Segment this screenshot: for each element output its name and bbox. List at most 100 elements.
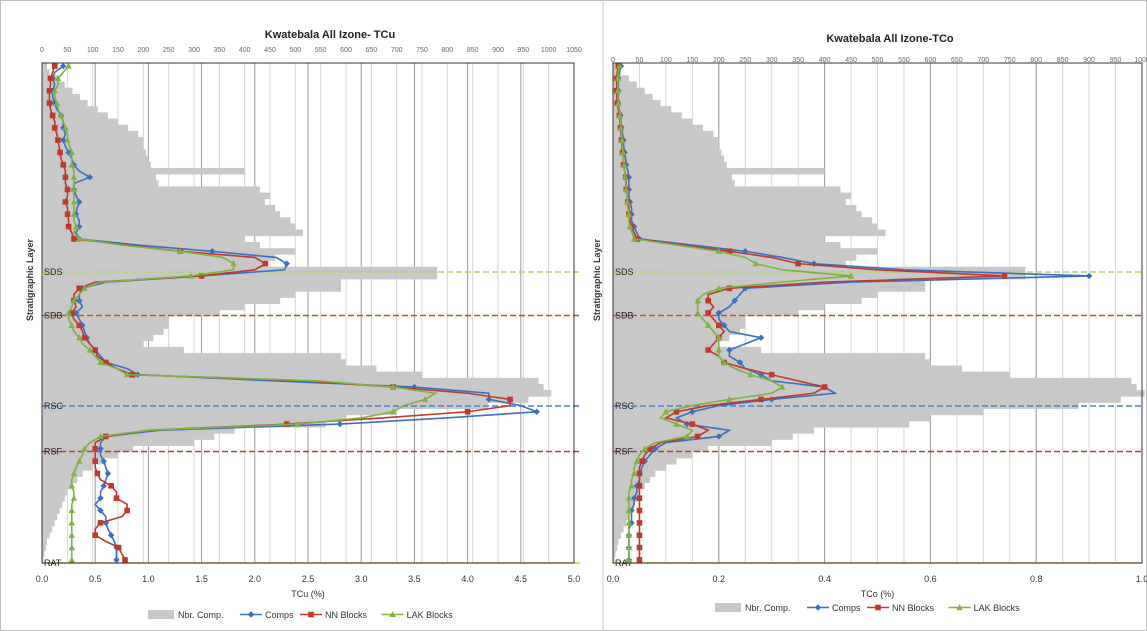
chart-0-bar-63 <box>42 451 118 459</box>
chart-0-top-tick-label-10: 500 <box>289 47 301 54</box>
chart-1-top-tick-label-10: 500 <box>872 57 884 64</box>
chart-0-marker-lak-blocks-32 <box>230 260 237 267</box>
chart-0-marker-nn-blocks-0 <box>51 63 58 69</box>
chart-0-x-tick-label-4: 2.0 <box>249 574 262 584</box>
chart-1-marker-nn-blocks-62 <box>647 446 653 452</box>
chart-1-bar-28 <box>613 235 825 243</box>
chart-1-bar-63 <box>613 451 693 459</box>
chart-0-bar-37 <box>42 291 296 298</box>
chart-0-bar-73 <box>42 513 58 521</box>
chart-1-marker-lak-blocks-10 <box>617 124 625 131</box>
chart-1-bar-71 <box>613 501 635 508</box>
chart-0-marker-comps-68 <box>100 482 107 490</box>
chart-0-marker-lak-blocks-40 <box>65 309 72 316</box>
chart-0-marker-comps-66 <box>104 470 112 477</box>
chart-0-marker-nn-blocks-10 <box>51 125 58 131</box>
chart-0-bar-58 <box>42 421 326 428</box>
chart-0-bar-69 <box>42 488 68 496</box>
chart-0-marker-comps-0 <box>60 62 67 70</box>
chart-0-marker-lak-blocks-52 <box>389 383 397 390</box>
chart-1-top-tick-label-17: 850 <box>1057 57 1069 64</box>
chart-0-bar-8 <box>42 112 108 119</box>
chart-0-marker-nn-blocks-34 <box>198 273 205 279</box>
chart-0-bar-19 <box>42 180 159 187</box>
chart-0-bar-76 <box>42 532 50 539</box>
chart-0-bar-54 <box>42 396 529 403</box>
chart-0-marker-comps-18 <box>86 173 94 181</box>
chart-1-bar-26 <box>613 223 878 230</box>
chart-1-bar-24 <box>613 211 862 218</box>
chart-0-bar-0 <box>42 63 48 70</box>
chart-0-marker-nn-blocks-16 <box>60 162 67 168</box>
chart-0-marker-nn-blocks-54 <box>507 396 513 403</box>
chart-1-marker-lak-blocks-14 <box>619 149 627 156</box>
chart-1-bar-31 <box>613 254 857 261</box>
chart-0-bar-41 <box>42 316 169 323</box>
chart-1-marker-nn-blocks-54 <box>758 396 764 403</box>
chart-0-marker-comps-72 <box>97 507 104 514</box>
chart-1-bar-76 <box>613 532 621 539</box>
chart-0-marker-lak-blocks-72 <box>68 507 75 514</box>
chart-0-bar-7 <box>42 106 98 113</box>
chart-1-bar-59 <box>613 427 815 434</box>
chart-1-legend-comps-marker <box>814 604 822 611</box>
chart-1-marker-nn-blocks-40 <box>705 310 712 316</box>
chart-1-bar-37 <box>613 291 878 298</box>
chart-1-bar-23 <box>613 204 857 212</box>
chart-0-marker-comps-80 <box>113 556 120 564</box>
chart-1-marker-lak-blocks-52 <box>779 383 786 390</box>
chart-0-marker-nn-blocks-56 <box>464 408 471 415</box>
chart-1-top-tick-label-18: 900 <box>1083 57 1095 64</box>
chart-1-x-axis-label: TCo (%) <box>861 589 895 599</box>
chart-0-bar-27 <box>42 229 303 237</box>
chart-1-bar-36 <box>613 285 926 292</box>
chart-0-top-tick-label-16: 800 <box>441 47 453 54</box>
chart-0-marker-lak-blocks-46 <box>86 346 94 353</box>
chart-1-bar-41 <box>613 316 746 323</box>
chart-0-marker-nn-blocks-66 <box>94 470 101 477</box>
chart-1-top-tick-label-14: 700 <box>977 57 989 64</box>
chart-1-marker-nn-blocks-46 <box>705 347 712 353</box>
chart-1-bar-15 <box>613 155 725 163</box>
chart-1-layer-label-sdb: SDB <box>615 311 634 321</box>
chart-1-marker-nn-blocks-42 <box>716 322 722 329</box>
chart-0-bar-70 <box>42 495 65 502</box>
chart-1-marker-lak-blocks-36 <box>715 284 722 291</box>
chart-0-marker-lak-blocks-16 <box>68 161 75 168</box>
chart-1-marker-lak-blocks-2 <box>614 75 621 82</box>
chart-1-marker-comps-62 <box>652 445 659 453</box>
chart-1-bar-77 <box>613 538 619 545</box>
chart-0-x-tick-label-7: 3.5 <box>408 574 421 584</box>
chart-1-bar-69 <box>613 488 640 496</box>
chart-1-marker-nn-blocks-32 <box>795 260 801 267</box>
chart-1-bar-4 <box>613 87 645 95</box>
chart-1-bar-34 <box>613 272 1026 280</box>
chart-1-marker-comps-46 <box>726 346 733 354</box>
chart-0-x-tick-label-9: 4.5 <box>515 574 528 584</box>
chart-1-marker-lak-blocks-8 <box>616 112 624 119</box>
chart-1-bar-45 <box>613 340 719 348</box>
chart-0-marker-lak-blocks-74 <box>68 519 75 526</box>
chart-1-top-tick-label-0: 0 <box>611 57 615 64</box>
chart-1-marker-lak-blocks-48 <box>720 358 728 365</box>
chart-1-bar-12 <box>613 137 719 144</box>
chart-0-bar-62 <box>42 445 134 453</box>
chart-1-marker-nn-blocks-76 <box>636 532 643 539</box>
chart-0-bar-35 <box>42 279 341 286</box>
chart-1-top-tick-label-9: 450 <box>845 57 857 64</box>
chart-0-bar-12 <box>42 137 144 144</box>
chart-1-marker-lak-blocks-76 <box>625 531 633 538</box>
chart-0-legend-nbr-comp-text: Nbr. Comp. <box>178 610 224 620</box>
chart-0-marker-nn-blocks-72 <box>124 507 130 514</box>
chart-0-marker-nn-blocks-26 <box>65 223 72 230</box>
chart-1-marker-lak-blocks-16 <box>620 161 628 168</box>
chart-1-bar-53 <box>613 390 1145 397</box>
chart-1-bar-32 <box>613 260 846 268</box>
chart-1-top-tick-label-11: 550 <box>898 57 910 64</box>
chart-0-x-tick-label-1: 0.5 <box>89 574 102 584</box>
chart-0-y-axis-label: Stratigraphic Layer <box>25 238 35 321</box>
chart-0-marker-lak-blocks-80 <box>68 556 75 563</box>
chart-0-x-tick-label-6: 3.0 <box>355 574 368 584</box>
chart-1-top-tick-label-8: 400 <box>819 57 831 64</box>
